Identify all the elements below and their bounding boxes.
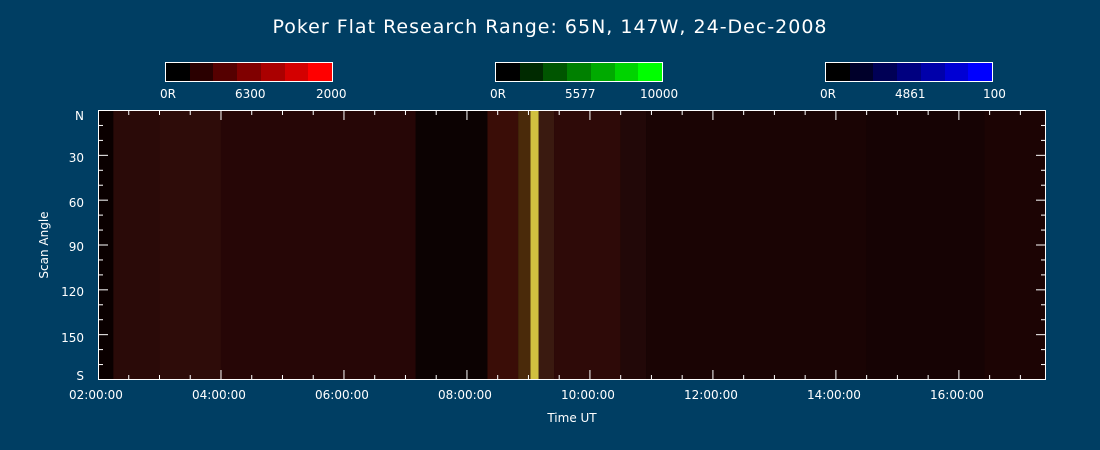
time-band xyxy=(113,110,160,380)
colorbar-4861-swatch xyxy=(826,63,850,81)
colorbar-4861-swatch xyxy=(849,63,874,81)
colorbar-4861-swatch xyxy=(944,63,969,81)
colorbar-6300-mid-label: 6300 xyxy=(235,87,266,101)
chart-title: Poker Flat Research Range: 65N, 147W, 24… xyxy=(272,16,828,38)
colorbar-5577-swatch xyxy=(519,63,544,81)
colorbar-6300-swatch xyxy=(308,63,333,81)
x-tick-label: 06:00:00 xyxy=(315,388,369,402)
y-axis-label: Scan Angle xyxy=(37,211,51,279)
colorbar-4861-max-label: 100 xyxy=(983,87,1006,101)
time-band xyxy=(487,110,519,380)
colorbar-5577-swatch xyxy=(638,63,663,81)
colorbar-5577-mid-label: 5577 xyxy=(565,87,596,101)
colorbar-5577-min-label: 0R xyxy=(490,87,506,101)
time-band xyxy=(984,110,1046,380)
x-tick-label: 12:00:00 xyxy=(684,388,738,402)
colorbar-6300-swatch xyxy=(166,63,190,81)
colorbar-4861 xyxy=(825,62,993,82)
time-band xyxy=(518,110,531,380)
y-tick-label: 60 xyxy=(68,196,84,210)
x-tick-label: 10:00:00 xyxy=(561,388,615,402)
colorbar-4861-swatch xyxy=(920,63,945,81)
x-tick-label: 02:00:00 xyxy=(69,388,123,402)
colorbar-6300 xyxy=(165,62,333,82)
x-tick-label: 04:00:00 xyxy=(192,388,246,402)
y-tick-label: S xyxy=(76,369,84,383)
colorbar-4861-min-label: 0R xyxy=(820,87,836,101)
colorbar-6300-min-label: 0R xyxy=(160,87,176,101)
colorbar-6300-max-label: 2000 xyxy=(316,87,347,101)
y-tick-label: 90 xyxy=(68,240,84,254)
plot-frame xyxy=(98,110,1046,380)
time-band xyxy=(646,110,867,380)
x-tick-label: 08:00:00 xyxy=(438,388,492,402)
time-band xyxy=(538,110,555,380)
colorbar-6300-swatch xyxy=(189,63,214,81)
y-tick-label: 150 xyxy=(61,331,84,345)
colorbar-5577-swatch xyxy=(614,63,639,81)
colorbar-6300-swatch xyxy=(213,63,238,81)
time-bands xyxy=(113,110,1046,380)
colorbar-5577 xyxy=(495,62,663,82)
time-band xyxy=(620,110,647,380)
time-band xyxy=(159,110,221,380)
time-band xyxy=(530,110,539,380)
keogram-plot xyxy=(98,110,1046,380)
time-band xyxy=(220,110,416,380)
y-tick-label: 120 xyxy=(61,285,84,299)
time-band xyxy=(554,110,621,380)
colorbar-4861-swatch xyxy=(897,63,921,81)
colorbar-5577-swatch xyxy=(567,63,591,81)
colorbar-6300-swatch xyxy=(284,63,309,81)
x-tick-label: 14:00:00 xyxy=(807,388,861,402)
colorbar-5577-swatch xyxy=(590,63,615,81)
colorbar-4861-swatch xyxy=(873,63,898,81)
colorbar-5577-max-label: 10000 xyxy=(640,87,679,101)
colorbar-5577-swatch xyxy=(543,63,568,81)
y-tick-label: 30 xyxy=(68,151,84,165)
colorbar-4861-swatch xyxy=(968,63,993,81)
y-tick-label: N xyxy=(75,109,84,123)
time-band xyxy=(415,110,488,380)
colorbar-6300-swatch xyxy=(260,63,285,81)
colorbar-4861-mid-label: 4861 xyxy=(895,87,926,101)
x-tick-label: 16:00:00 xyxy=(930,388,984,402)
time-band xyxy=(866,110,985,380)
colorbar-6300-swatch xyxy=(237,63,261,81)
colorbar-5577-swatch xyxy=(496,63,520,81)
x-axis-label: Time UT xyxy=(547,411,597,425)
